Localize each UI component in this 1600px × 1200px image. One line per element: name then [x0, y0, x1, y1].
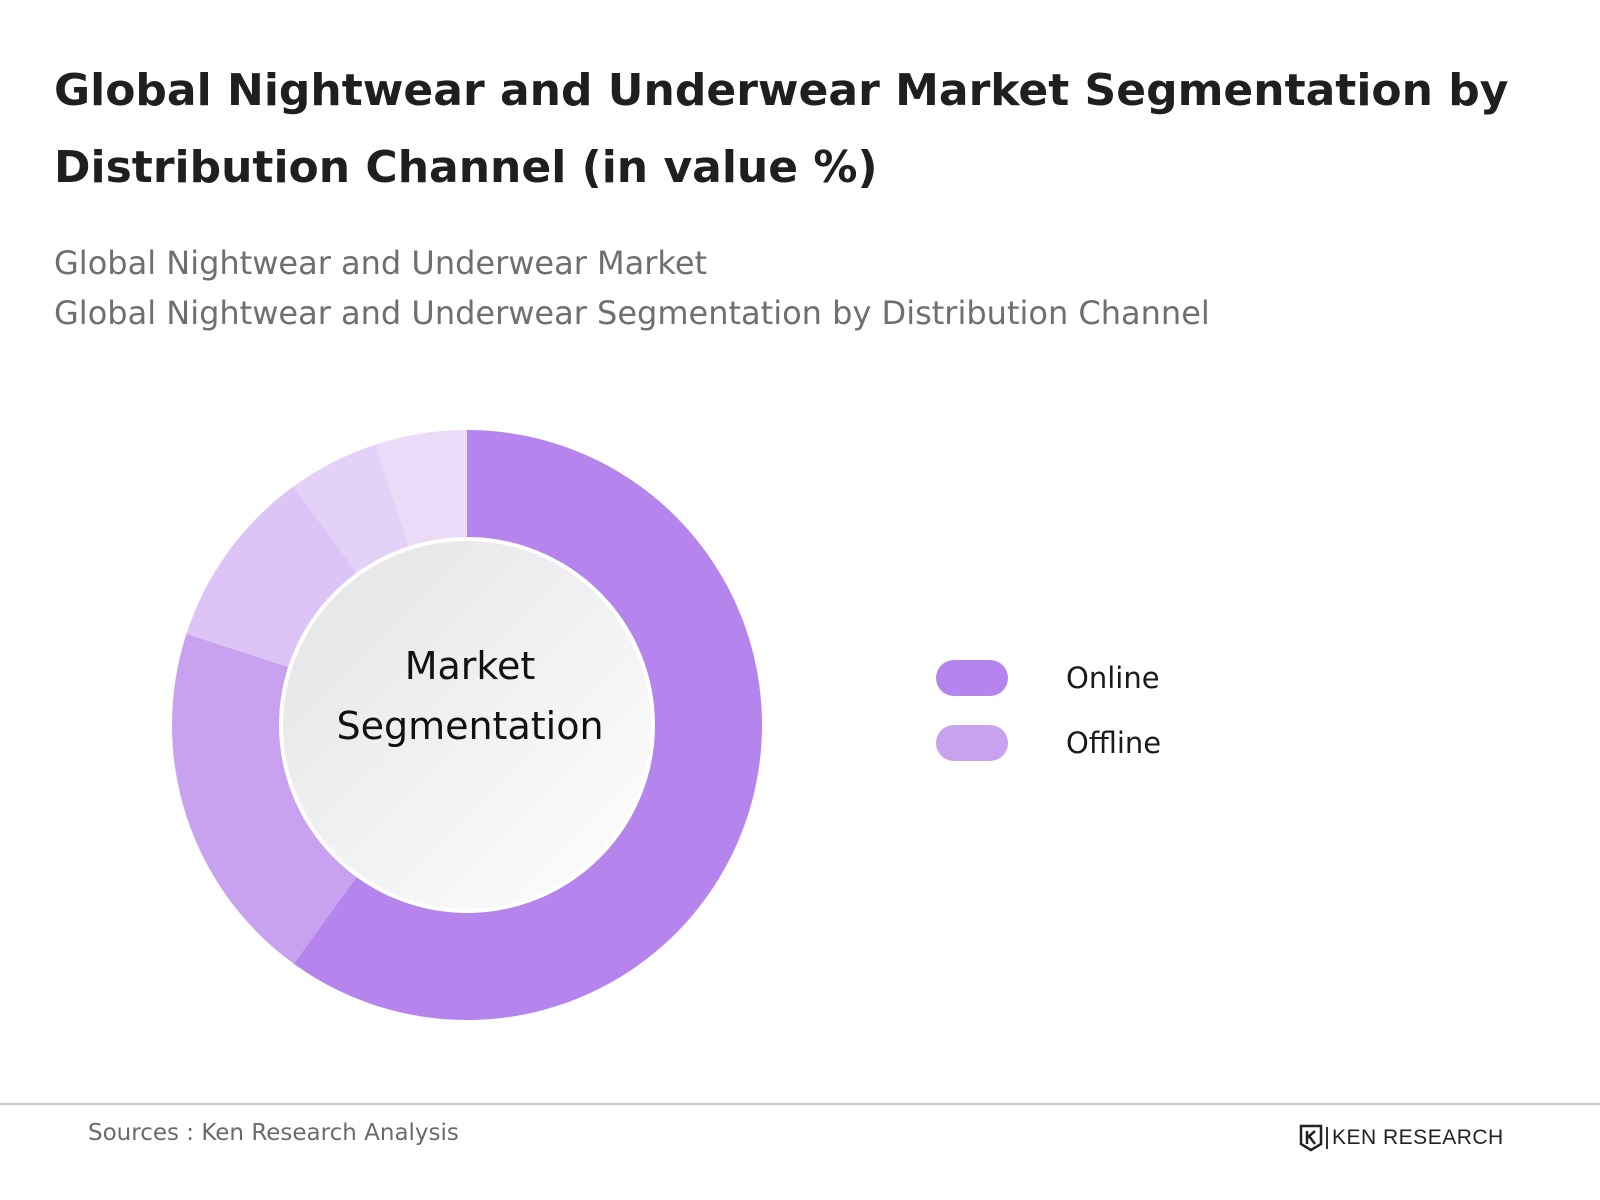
donut-slice-2[interactable]: [171, 633, 358, 964]
subtitle-segmentation: Global Nightwear and Underwear Segmentat…: [54, 294, 1210, 332]
ken-research-logo-icon: [1299, 1124, 1323, 1152]
legend-label-offline: Offline: [1066, 726, 1162, 760]
sources-note: Sources : Ken Research Analysis: [88, 1120, 459, 1146]
legend-swatch-offline: [936, 725, 1008, 761]
donut-center-label: Market Segmentation: [300, 636, 640, 756]
center-label-line1: Market: [404, 644, 536, 688]
legend-item-offline[interactable]: Offline: [936, 725, 1296, 765]
brand-name: KEN RESEARCH: [1332, 1126, 1504, 1149]
donut-slice-4[interactable]: [293, 444, 410, 575]
donut-slice-1[interactable]: [293, 430, 762, 1020]
legend-item-online[interactable]: Online: [936, 660, 1296, 700]
center-label-line2: Segmentation: [336, 704, 604, 748]
legend-swatch-online: [936, 660, 1008, 696]
donut-center: [279, 537, 655, 913]
donut-slice-5[interactable]: [375, 430, 467, 549]
donut-slices: [171, 430, 762, 1020]
page-title: Global Nightwear and Underwear Market Se…: [54, 65, 1509, 193]
legend-label-online: Online: [1066, 661, 1160, 695]
footer-divider: [0, 1103, 1600, 1105]
subtitle-market: Global Nightwear and Underwear Market: [54, 244, 708, 282]
donut-slice-3[interactable]: [186, 486, 358, 668]
brand-separator: [1326, 1127, 1328, 1149]
